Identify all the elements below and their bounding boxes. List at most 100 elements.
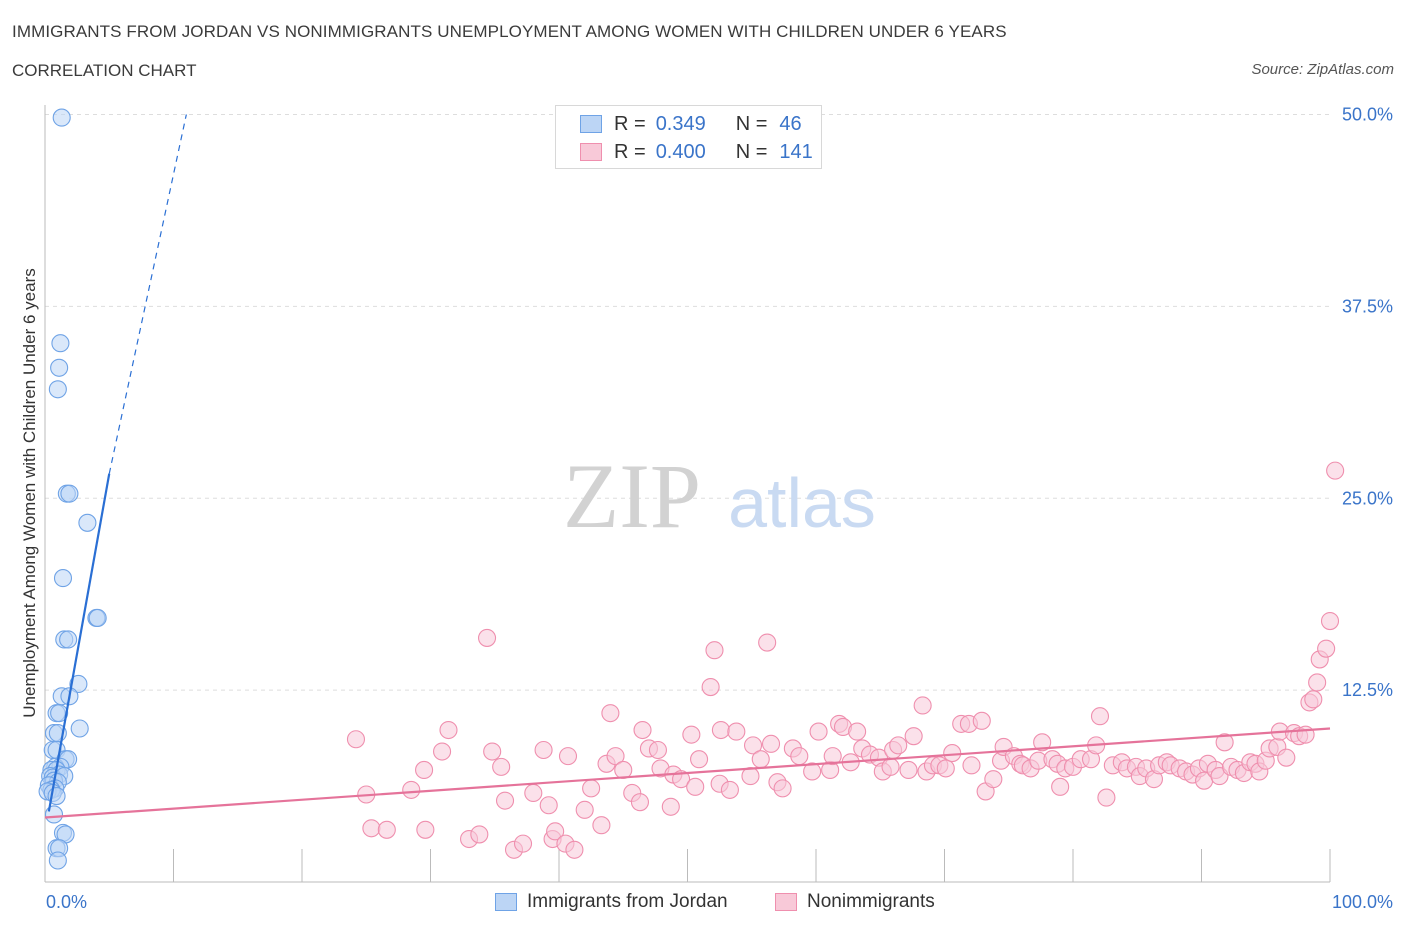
data-point-nonimmigrants [1277,748,1296,767]
legend-n-label: N = [735,140,768,163]
data-point-nonimmigrants [601,704,620,723]
y-tick-label: 50.0% [1342,105,1393,125]
data-point-nonimmigrants [433,742,452,761]
data-point-nonimmigrants [761,734,781,753]
data-point-jordan [48,380,67,399]
data-point-nonimmigrants [1326,461,1345,480]
legend-r-value: 0.349 [655,112,706,135]
data-point-nonimmigrants [823,747,842,766]
data-point-nonimmigrants [546,822,565,841]
data-point-nonimmigrants [711,720,730,740]
watermark: ZIP atlas [563,445,876,547]
data-point-nonimmigrants [415,760,434,779]
data-point-nonimmigrants [539,796,558,815]
data-point-nonimmigrants [633,720,652,740]
data-point-nonimmigrants [743,736,763,755]
data-point-nonimmigrants [682,725,701,744]
data-point-nonimmigrants [582,779,601,798]
y-tick-label: 37.5% [1342,296,1393,316]
data-point-nonimmigrants [661,797,680,816]
data-point-nonimmigrants [1051,777,1070,796]
data-point-nonimmigrants [534,740,553,760]
data-point-jordan [50,358,69,377]
x-tick-label: 100.0% [1332,892,1393,912]
y-tick-label: 25.0% [1342,488,1393,508]
legend-n-value: 141 [779,140,813,163]
data-point-jordan [60,484,79,503]
y-axis-label: Unemployment Among Women with Children U… [20,268,39,717]
trend-line-jordan-extension [108,114,187,474]
legend-r-label: R = [614,140,646,163]
data-point-nonimmigrants [592,816,611,835]
data-point-nonimmigrants [773,779,792,798]
data-point-jordan [52,108,71,127]
data-point-nonimmigrants [943,744,962,763]
data-point-nonimmigrants [758,633,777,652]
tick-labels: 12.5% 25.0% 37.5% 50.0% 0.0% 100.0% [46,105,1393,913]
legend-row-nonimmigrants: R = 0.400 N = 141 [580,140,813,164]
trend-lines [44,114,1331,819]
data-point-nonimmigrants [416,820,435,839]
series-legend-label: Nonimmigrants [807,891,935,912]
data-point-nonimmigrants [720,780,739,799]
gridlines [45,114,1330,691]
data-point-nonimmigrants [803,762,822,781]
data-point-nonimmigrants [402,780,421,799]
legend-n-value: 46 [779,112,802,135]
data-point-nonimmigrants [439,720,458,740]
legend-r-label: R = [614,112,646,135]
data-point-nonimmigrants [606,747,625,766]
data-point-jordan [88,608,107,628]
data-point-nonimmigrants [727,722,746,741]
data-point-nonimmigrants [751,750,770,769]
series-swatch-pink [775,893,797,911]
data-point-jordan [70,719,89,738]
y-tick-label: 12.5% [1342,680,1393,700]
stats-legend: R = 0.349 N = 46 R = 0.400 N = 141 [555,105,822,169]
data-point-nonimmigrants [1320,611,1340,631]
jordan-points [38,108,107,870]
series-legend-label: Immigrants from Jordan [527,891,728,912]
data-point-nonimmigrants [614,760,633,779]
data-point-jordan [78,513,97,532]
data-point-nonimmigrants [495,791,515,810]
data-point-nonimmigrants [346,730,366,749]
data-point-jordan [51,334,70,353]
data-point-nonimmigrants [701,678,720,697]
data-point-jordan [53,569,73,588]
watermark-zip: ZIP [563,445,701,547]
data-point-jordan [59,630,78,649]
legend-row-jordan: R = 0.349 N = 46 [580,112,802,136]
data-point-jordan [48,851,67,870]
data-point-nonimmigrants [705,641,724,660]
watermark-atlas: atlas [728,464,876,542]
data-point-nonimmigrants [1097,788,1116,807]
data-point-nonimmigrants [881,757,900,776]
data-point-nonimmigrants [630,793,650,812]
data-point-nonimmigrants [913,696,932,715]
data-point-nonimmigrants [470,825,489,844]
data-point-nonimmigrants [558,747,578,766]
data-point-nonimmigrants [1308,673,1327,692]
data-point-nonimmigrants [513,834,533,853]
data-point-jordan [69,674,88,694]
data-point-nonimmigrants [899,760,918,779]
chart-subtitle: CORRELATION CHART [12,61,197,80]
data-point-nonimmigrants [848,722,867,741]
data-point-nonimmigrants [904,727,923,746]
legend-r-value: 0.400 [655,140,706,163]
data-point-nonimmigrants [575,800,594,819]
data-point-jordan [44,805,64,824]
chart-title: IMMIGRANTS FROM JORDAN VS NONIMMIGRANTS … [12,22,1007,41]
data-point-nonimmigrants [648,740,667,760]
source-credit: Source: ZipAtlas.com [1251,61,1394,78]
legend-swatch-pink [580,143,602,161]
data-point-nonimmigrants [972,711,991,730]
legend-swatch-blue [580,115,602,133]
data-point-nonimmigrants [984,770,1003,789]
data-point-nonimmigrants [362,819,381,838]
data-point-nonimmigrants [686,777,705,796]
x-tick-label: 0.0% [46,892,87,912]
data-point-nonimmigrants [790,747,809,766]
data-point-nonimmigrants [936,759,955,778]
